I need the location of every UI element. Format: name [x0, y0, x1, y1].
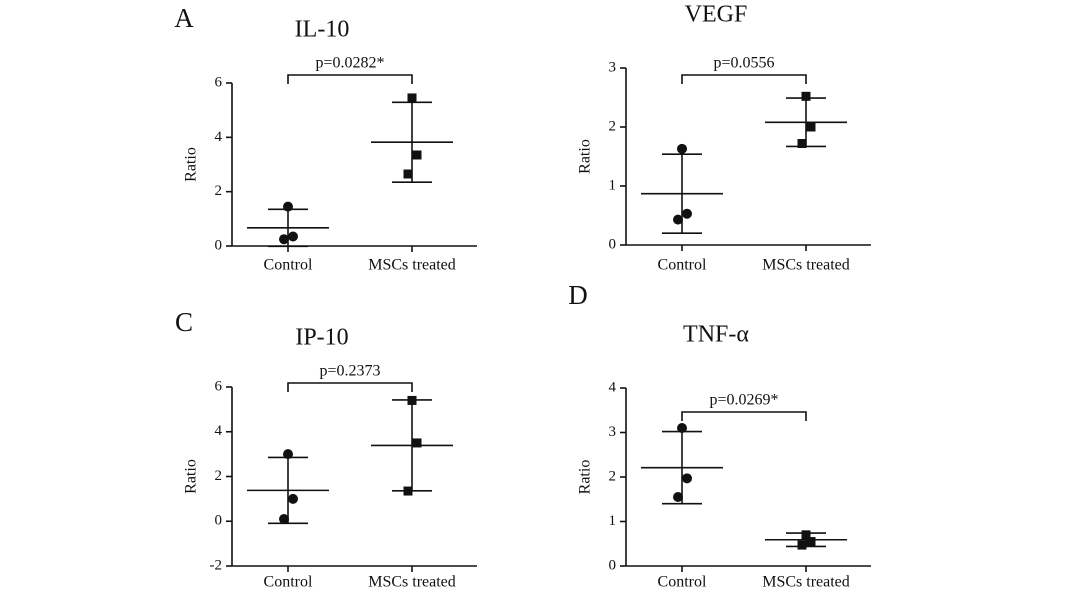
y-tick-label: 6	[215, 378, 223, 394]
point	[797, 540, 807, 550]
point	[288, 493, 298, 504]
point	[673, 492, 683, 503]
panel-title: IP-10	[295, 325, 348, 351]
panel-letter: C	[175, 307, 193, 337]
y-tick-label: 4	[215, 423, 223, 439]
point	[412, 438, 422, 448]
y-tick-label: 4	[215, 129, 223, 145]
y-tick-label: 0	[609, 557, 617, 573]
point	[806, 537, 816, 547]
significance-bracket	[681, 74, 807, 84]
x-tick-label: Control	[264, 257, 313, 274]
significance-bracket	[287, 74, 413, 84]
y-tick-label: 2	[609, 118, 617, 134]
y-axis-label: Ratio	[577, 139, 594, 174]
point	[677, 423, 687, 434]
point	[682, 208, 692, 219]
panel-title: IL-10	[295, 17, 350, 43]
y-tick-label: -2	[210, 557, 223, 573]
x-tick-label: MSCs treated	[368, 574, 456, 591]
point	[403, 169, 413, 179]
y-tick-label: 3	[609, 424, 617, 440]
point	[682, 473, 692, 484]
point	[806, 122, 816, 132]
point	[797, 139, 807, 149]
y-tick-label: 0	[215, 513, 223, 529]
y-tick-label: 2	[215, 183, 223, 199]
x-tick-label: Control	[658, 257, 707, 274]
point	[407, 93, 417, 103]
y-tick-label: 0	[215, 237, 223, 253]
point	[283, 449, 293, 460]
y-tick-label: 2	[215, 468, 223, 484]
p-value: p=0.0556	[713, 55, 774, 72]
point	[283, 201, 293, 212]
x-tick-label: Control	[658, 574, 707, 591]
panel-title: VEGF	[685, 2, 748, 28]
panel-letter: A	[174, 3, 194, 33]
point	[677, 143, 687, 154]
point	[801, 530, 811, 540]
panel-title: TNF-α	[683, 322, 749, 348]
panel-letter: D	[568, 280, 588, 310]
p-value: p=0.0282*	[315, 55, 384, 72]
y-axis-label: Ratio	[183, 459, 200, 494]
point	[801, 91, 811, 101]
y-axis-label: Ratio	[183, 147, 200, 182]
x-tick-label: Control	[264, 574, 313, 591]
y-tick-label: 0	[609, 236, 617, 252]
point	[412, 150, 422, 160]
x-tick-label: MSCs treated	[368, 257, 456, 274]
x-tick-label: MSCs treated	[762, 257, 850, 274]
significance-bracket	[681, 411, 807, 421]
point	[407, 395, 417, 405]
point	[288, 231, 298, 242]
p-value: p=0.2373	[319, 363, 380, 380]
point	[279, 514, 289, 525]
y-tick-label: 6	[215, 74, 223, 90]
y-axis-label: Ratio	[577, 460, 594, 495]
point	[673, 214, 683, 225]
point	[403, 486, 413, 496]
point	[279, 234, 289, 245]
y-tick-label: 2	[609, 468, 617, 484]
y-tick-label: 4	[609, 379, 617, 395]
y-tick-label: 3	[609, 59, 617, 75]
significance-bracket	[287, 382, 413, 392]
p-value: p=0.0269*	[709, 392, 778, 409]
y-tick-label: 1	[609, 513, 617, 529]
y-tick-label: 1	[609, 177, 617, 193]
x-tick-label: MSCs treated	[762, 574, 850, 591]
